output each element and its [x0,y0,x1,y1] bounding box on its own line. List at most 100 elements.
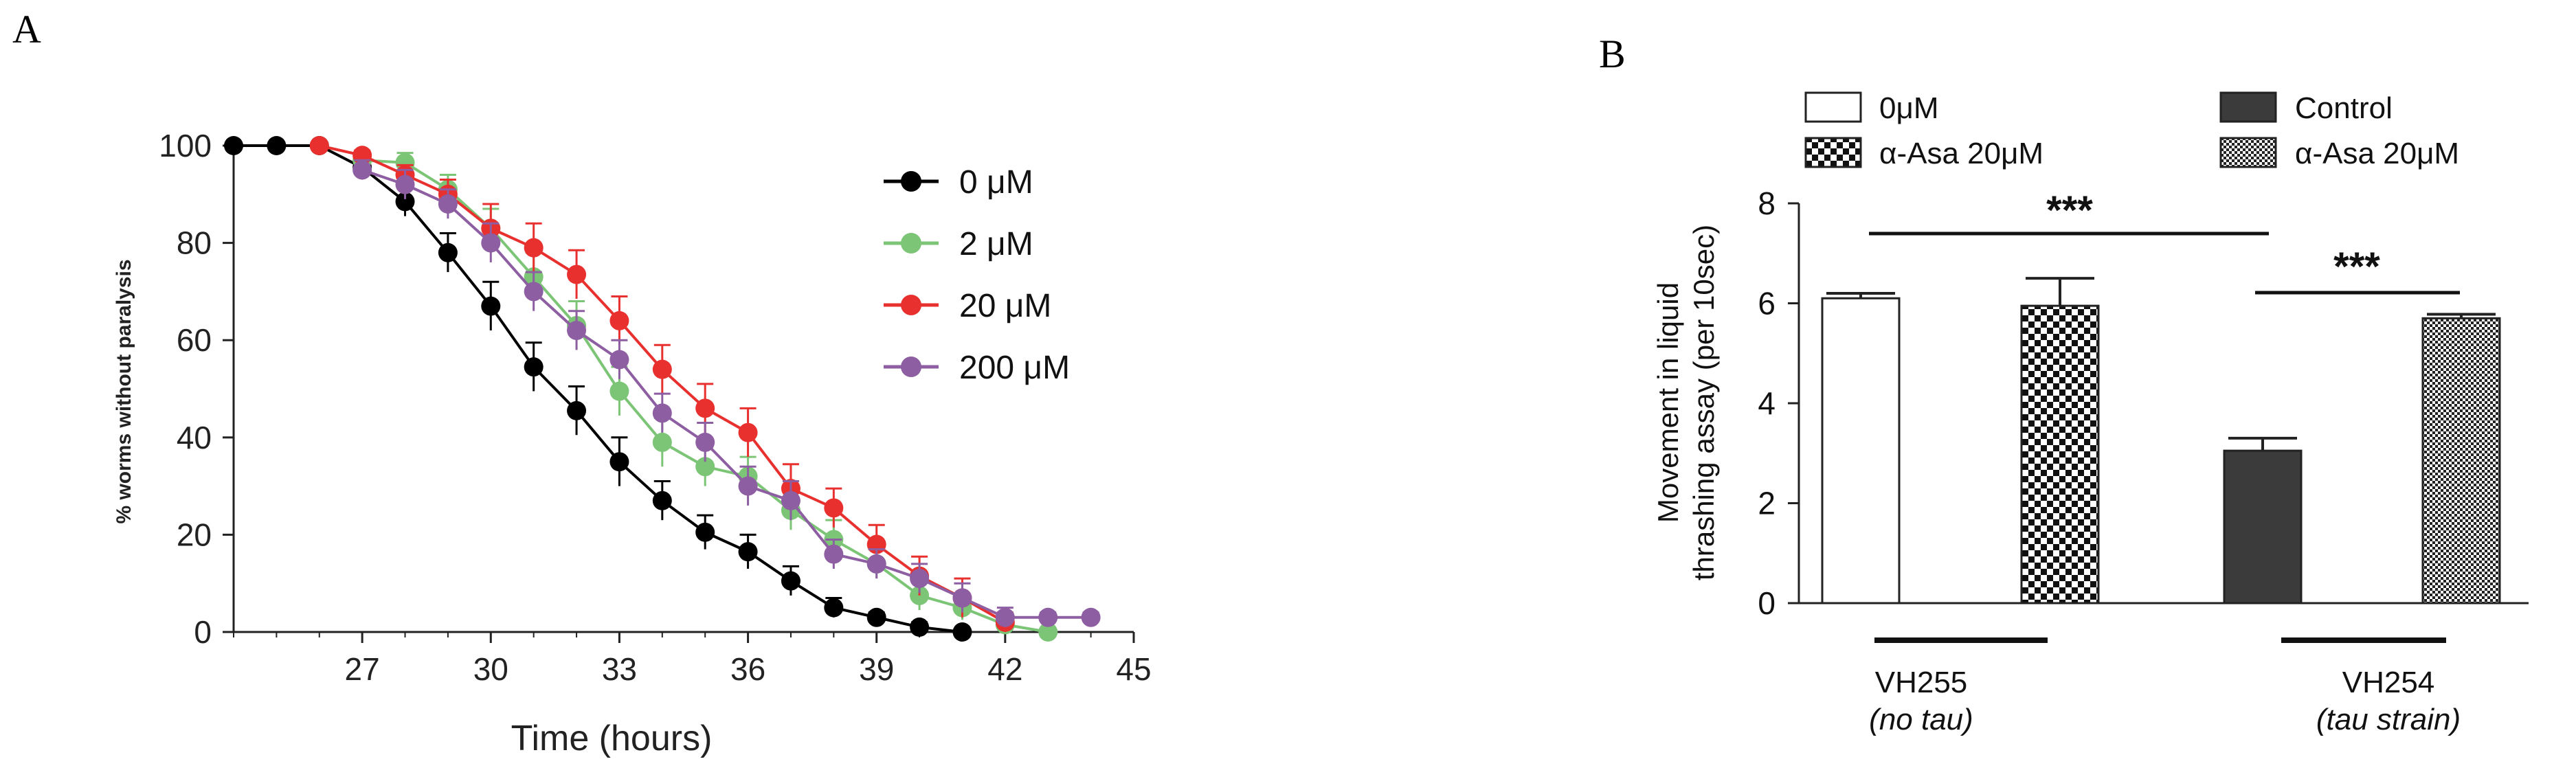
legend-swatch-asa-1 [1804,137,1862,168]
a-legend-label: 2 μM [959,226,1033,262]
a-data-point [609,350,629,370]
a-data-point [695,522,715,542]
legend-swatch-control [2219,91,2277,123]
chart-b: 0μM α-Asa 20μM Control α-Asa 20μM 02468 … [1652,91,2529,736]
a-legend-marker [901,357,921,377]
b-y-tick-label: 6 [1758,286,1776,321]
a-data-point [995,607,1015,627]
a-y-axis-title: % worms without paralysis [113,259,135,523]
a-legend-marker [901,295,921,315]
legend-label-asa-1: α-Asa 20μM [1879,137,2043,170]
a-legend: 0 μM 2 μM 20 μM 200 μM [884,164,1070,386]
a-data-point [910,569,930,589]
a-series-200-m [352,159,1101,627]
a-x-tick-label: 39 [859,651,894,687]
a-data-point [1038,622,1058,642]
legend-swatch-0um [1804,91,1862,123]
a-data-point [567,264,587,284]
a-legend-label: 0 μM [959,164,1033,201]
a-data-point [866,607,886,627]
a-data-point [524,282,544,302]
a-y-tick-label: 40 [177,420,212,455]
b-y-tick-label: 2 [1758,486,1776,521]
a-data-point [910,617,930,637]
a-data-point [267,136,287,155]
a-data-point [609,452,629,472]
a-data-point [866,554,886,574]
a-data-point [781,571,800,591]
a-data-point [824,544,844,564]
legend-label-0um: 0μM [1879,91,1938,125]
a-data-point [567,400,587,420]
a-data-point [395,174,415,194]
a-data-point [652,432,672,452]
a-data-point [438,242,458,262]
a-legend-marker [901,171,921,192]
group-label-vh255: VH255 [1875,666,1968,699]
a-data-point [524,238,544,258]
significance-label-1: *** [2046,188,2093,233]
a-y-tick-label: 80 [177,225,212,261]
a-data-point [652,403,672,423]
a-data-point [352,160,372,180]
a-data-point [224,136,243,155]
a-data-point [952,588,972,608]
legend-label-control: Control [2295,91,2393,125]
panel-label-b: B [1599,32,1626,76]
a-data-point [738,542,758,562]
b-bar-asa-20-m-3 [2421,317,2501,605]
a-y-tick-label: 20 [177,517,212,552]
a-legend-marker [901,233,921,253]
a-data-point [567,321,587,341]
a-data-point [781,490,800,510]
a-data-point [309,136,329,155]
a-data-point [438,194,458,214]
a-x-tick-label: 33 [602,651,637,687]
a-data-point [1081,607,1101,627]
group-sublabel-vh255: (no tau) [1869,703,1973,736]
a-legend-label: 200 μM [959,350,1070,386]
a-data-point [1038,607,1058,627]
b-y-tick-label: 0 [1758,585,1776,621]
b-y-axis-title-line1: Movement in liquid [1652,282,1684,523]
a-legend-label: 20 μM [959,288,1051,324]
chart-a: 0 20 40 60 80 100 27 30 33 36 39 42 45 Time (hours)… [113,128,1152,758]
a-data-point [824,598,844,618]
a-series-20-m [309,136,1015,632]
a-data-point [481,296,501,316]
a-data-point [609,381,629,401]
legend-swatch-asa-2 [2219,137,2277,168]
a-y-tick-label: 100 [159,128,212,163]
group-sublabel-vh254: (tau strain) [2316,703,2461,736]
legend-label-asa-2: α-Asa 20μM [2295,137,2459,170]
a-data-point [524,357,544,377]
a-data-point [824,498,844,518]
a-series-0-m [224,136,972,642]
a-x-tick-label: 27 [345,651,380,687]
b-bar-asa-20-m-1 [2020,304,2100,605]
a-x-tick-label: 42 [987,651,1022,687]
b-y-axis-title-line2: thrashing assay (per 10sec) [1688,225,1720,580]
a-data-point [695,432,715,452]
a-data-point [695,457,715,477]
b-y-tick-label: 8 [1758,185,1776,221]
a-data-point [609,310,629,330]
b-y-tick-label: 4 [1758,385,1776,421]
b-bar-0-m-0 [1821,297,1901,605]
a-data-point [952,622,972,642]
a-data-point [652,359,672,379]
a-x-axis-title: Time (hours) [511,719,713,758]
a-x-tick-label: 45 [1116,651,1151,687]
a-data-point [738,476,758,496]
a-data-point [481,233,501,253]
b-bar-control-2 [2223,449,2303,605]
a-data-point [738,422,758,442]
significance-label-2: *** [2333,245,2380,289]
a-x-tick-label: 36 [730,651,765,687]
a-y-tick-label: 60 [177,322,212,358]
a-x-tick-label: 30 [473,651,508,687]
a-data-point [395,192,415,212]
group-label-vh254: VH254 [2342,666,2435,699]
panel-label-a: A [12,7,41,52]
